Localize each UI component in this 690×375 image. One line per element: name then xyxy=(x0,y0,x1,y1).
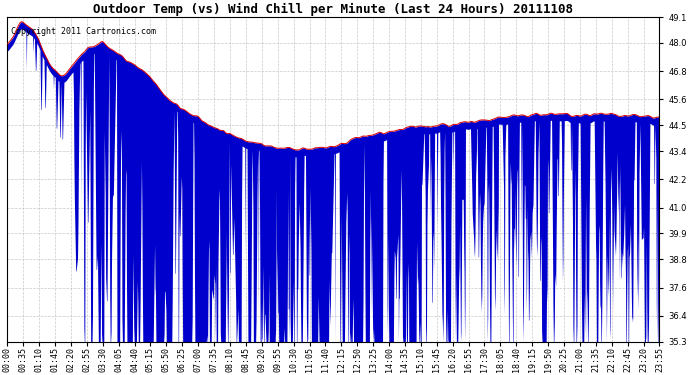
Title: Outdoor Temp (vs) Wind Chill per Minute (Last 24 Hours) 20111108: Outdoor Temp (vs) Wind Chill per Minute … xyxy=(93,3,573,16)
Text: Copyright 2011 Cartronics.com: Copyright 2011 Cartronics.com xyxy=(10,27,155,36)
